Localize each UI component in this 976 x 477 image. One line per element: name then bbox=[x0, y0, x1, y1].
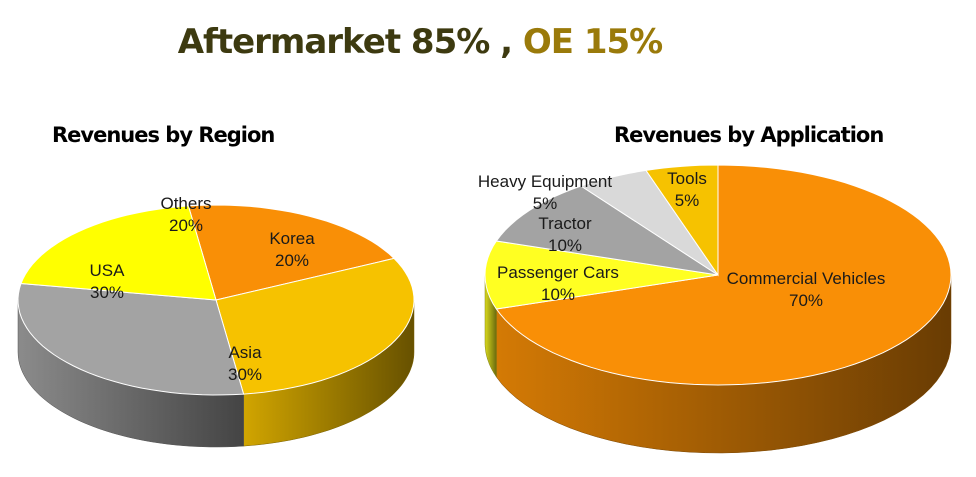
slice-value-others: 20% bbox=[169, 216, 203, 235]
pie-slice-usa bbox=[17, 282, 245, 396]
pie-top-faces bbox=[17, 204, 415, 396]
pie-slice-passenger-cars bbox=[484, 240, 719, 310]
slice-label-korea: Korea bbox=[269, 229, 315, 248]
pie-slice-heavy-equipment bbox=[579, 169, 719, 276]
slice-value-usa: 30% bbox=[90, 283, 124, 302]
slice-value-heavy-equipment: 5% bbox=[533, 194, 558, 213]
slice-label-usa: USA bbox=[90, 261, 126, 280]
slice-value-commercial-vehicles: 70% bbox=[789, 291, 823, 310]
slice-value-tractor: 10% bbox=[548, 236, 582, 255]
pie-slice-tractor bbox=[495, 185, 719, 276]
slice-label-tractor: Tractor bbox=[538, 214, 592, 233]
slice-value-korea: 20% bbox=[275, 251, 309, 270]
pie-labels: Commercial Vehicles 70% Passenger Cars 10% T… bbox=[478, 169, 885, 310]
pie-slice-korea bbox=[187, 204, 396, 301]
slice-label-asia: Asia bbox=[228, 343, 262, 362]
pie-slice-others bbox=[20, 205, 217, 301]
pie-labels: Korea 20% Asia 30% USA 30% Others 20% bbox=[90, 194, 316, 384]
slice-label-commercial-vehicles: Commercial Vehicles bbox=[727, 269, 886, 288]
slice-label-others: Others bbox=[160, 194, 211, 213]
slice-value-passenger-cars: 10% bbox=[541, 285, 575, 304]
slice-label-tools: Tools bbox=[667, 169, 707, 188]
application-chart-title: Revenues by Application bbox=[614, 123, 884, 147]
slice-value-tools: 5% bbox=[675, 191, 700, 210]
headline: Aftermarket 85% , OE 15% bbox=[0, 22, 840, 62]
pie-slice-asia bbox=[215, 257, 415, 395]
headline-aftermarket: Aftermarket 85% bbox=[177, 22, 491, 62]
slice-value-asia: 30% bbox=[228, 365, 262, 384]
pie-slice-tools bbox=[645, 164, 719, 277]
slice-label-heavy-equipment: Heavy Equipment bbox=[478, 172, 612, 191]
slice-label-passenger-cars: Passenger Cars bbox=[497, 263, 619, 282]
headline-oe: OE 15% bbox=[522, 22, 663, 62]
region-chart-title: Revenues by Region bbox=[52, 123, 275, 147]
pie-slice-commercial-vehicles bbox=[495, 164, 952, 386]
headline-separator: , bbox=[489, 22, 523, 62]
pie-top-faces bbox=[484, 164, 952, 386]
